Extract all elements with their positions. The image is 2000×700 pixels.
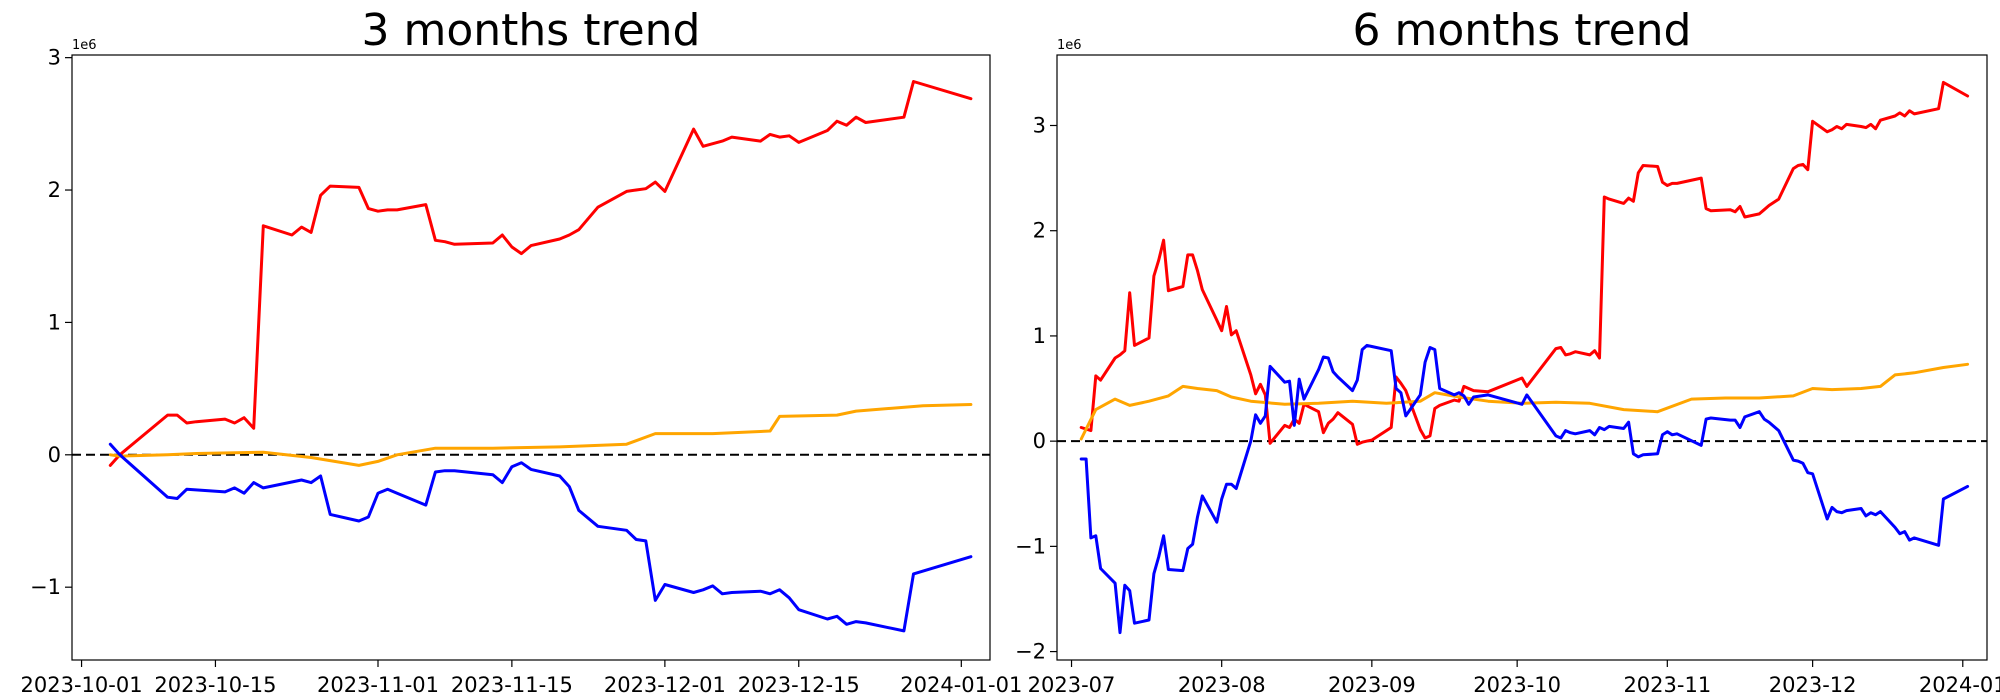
x-tick-label: 2023-12-01	[604, 673, 726, 697]
series-line-2	[108, 442, 973, 633]
y-offset-label: 1e6	[72, 38, 97, 53]
x-tick-label: 2023-11-01	[317, 673, 439, 697]
x-tick-label: 2023-11	[1623, 673, 1711, 697]
axes-frame	[71, 54, 991, 661]
chart-title: 3 months trend	[362, 5, 701, 56]
y-tick-label: 1	[48, 310, 61, 334]
axes-frame	[1056, 54, 1988, 661]
y-tick-label: 1	[1033, 324, 1046, 348]
y-tick-label: 3	[1033, 113, 1046, 137]
y-tick-label: −1	[30, 575, 61, 599]
x-tick-label: 2024-01	[1919, 673, 2000, 697]
y-offset-label: 1e6	[1057, 38, 1082, 53]
y-tick-label: 3	[48, 46, 61, 70]
series-line-2	[1079, 343, 1970, 635]
y-tick-label: 0	[48, 443, 61, 467]
x-tick-label: 2023-08	[1178, 673, 1266, 697]
series-line-0	[108, 80, 973, 467]
y-tick-label: 2	[1033, 219, 1046, 243]
y-tick-label: −2	[1015, 640, 1046, 664]
x-tick-label: 2023-10-01	[21, 673, 143, 697]
x-tick-label: 2023-11-15	[451, 673, 573, 697]
series-group	[108, 80, 973, 633]
x-tick-label: 2023-07	[1028, 673, 1116, 697]
chart-title: 6 months trend	[1353, 5, 1692, 56]
x-tick-label: 2023-12	[1769, 673, 1857, 697]
chart-3-months-trend: 3 months trend 1e6 −1 0 1 2 3 2023-10-01 2023-10…	[21, 5, 1023, 697]
y-tick-label: 0	[1033, 429, 1046, 453]
x-tick-label: 2023-10-15	[154, 673, 276, 697]
series-group	[1079, 80, 1970, 635]
x-tick-label: 2023-10	[1473, 673, 1561, 697]
y-tick-label: 2	[48, 178, 61, 202]
chart-6-months-trend: 6 months trend 1e6 −2 −1 0 1 2 3 2023-07 2023-08 2…	[1015, 5, 2000, 697]
series-line-0	[1079, 80, 1970, 446]
x-tick-label: 2024-01-01	[900, 673, 1022, 697]
y-tick-label: −1	[1015, 534, 1046, 558]
series-line-1	[108, 403, 973, 467]
x-tick-label: 2023-12-15	[738, 673, 860, 697]
x-tick-label: 2023-09	[1328, 673, 1416, 697]
